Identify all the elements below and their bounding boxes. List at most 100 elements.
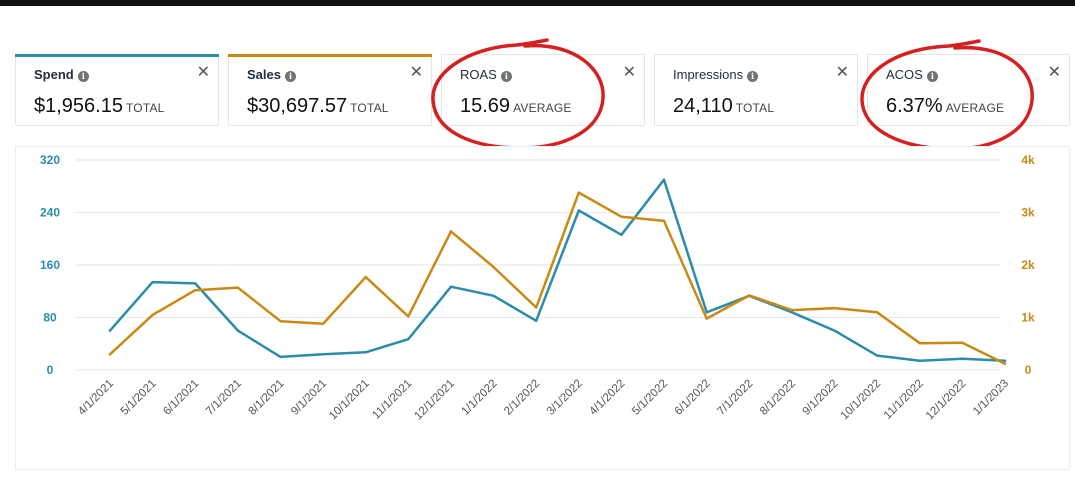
x-tick-label: 11/1/2022 — [882, 378, 926, 422]
metric-number: 24,110 — [673, 95, 733, 117]
data-point-spend — [620, 233, 623, 236]
x-tick-label: 6/1/2022 — [673, 378, 713, 418]
data-point-sales — [790, 308, 794, 312]
data-point-sales — [321, 322, 325, 325]
right-tick-label: 1k — [1021, 311, 1035, 325]
info-icon[interactable]: i — [747, 71, 759, 82]
x-tick-label: 9/1/2021 — [289, 378, 329, 418]
acos-circle-annotation — [860, 39, 1034, 151]
data-point-spend — [108, 329, 112, 332]
data-point-sales — [279, 320, 282, 323]
close-icon[interactable]: ✕ — [409, 64, 423, 81]
left-tick-label: 160 — [40, 258, 60, 272]
metric-unit: TOTAL — [735, 101, 775, 115]
data-point-spend — [705, 311, 708, 314]
dashboard: Spend i ✕ $1,956.15 TOTAL Sales i ✕ $30,697… — [0, 6, 1075, 478]
x-tick-label: 4/1/2021 — [76, 378, 116, 418]
metric-unit: TOTAL — [125, 101, 165, 115]
right-tick-label: 2k — [1021, 258, 1035, 272]
chart-panel — [15, 146, 1070, 470]
x-tick-label: 3/1/2022 — [545, 378, 585, 418]
metric-card-spend[interactable]: Spend i ✕ $1,956.15 TOTAL — [15, 54, 219, 126]
data-point-sales — [492, 265, 495, 269]
x-tick-label: 1/1/2023 — [971, 378, 1011, 418]
x-tick-label: 10/1/2022 — [839, 378, 884, 423]
left-tick-label: 80 — [43, 311, 57, 325]
right-tick-label: 3k — [1021, 206, 1035, 220]
left-tick-label: 0 — [47, 363, 54, 377]
data-point-sales — [151, 313, 154, 317]
data-point-sales — [449, 230, 453, 233]
spend-accent-line — [15, 54, 219, 57]
x-tick-label: 12/1/2022 — [924, 378, 969, 423]
data-point-spend — [535, 319, 538, 322]
data-point-spend — [407, 338, 410, 341]
series-line-spend — [108, 178, 1007, 363]
metric-number: $30,697.57 — [247, 95, 348, 117]
data-point-sales — [875, 311, 879, 314]
close-icon[interactable]: ✕ — [1047, 64, 1061, 81]
data-point-spend — [492, 294, 495, 297]
right-tick-label: 4k — [1021, 153, 1035, 167]
x-tick-label: 1/1/2022 — [460, 378, 500, 418]
x-tick-label: 5/1/2021 — [119, 378, 159, 418]
data-point-sales — [194, 289, 197, 292]
metric-card-roas[interactable]: ROAS i ✕ 15.69 AVERAGE — [441, 54, 645, 126]
info-icon[interactable]: i — [284, 71, 296, 82]
data-point-spend — [1003, 359, 1007, 362]
metric-card-impressions[interactable]: Impressions i ✕ 24,110 TOTAL — [654, 54, 858, 126]
x-tick-label: 9/1/2022 — [801, 378, 841, 418]
right-tick-label: 0 — [1025, 363, 1032, 377]
info-icon[interactable]: i — [500, 71, 512, 82]
left-tick-label: 240 — [40, 206, 60, 220]
metric-title: Spend i — [34, 67, 89, 82]
data-point-sales — [364, 275, 367, 279]
x-tick-label: 2/1/2022 — [502, 378, 542, 418]
close-icon[interactable]: ✕ — [622, 64, 636, 81]
metric-card-acos[interactable]: ACOS i ✕ 6.37% AVERAGE — [867, 54, 1070, 126]
x-tick-label: 7/1/2021 — [204, 378, 244, 418]
metric-label: ACOS — [886, 67, 923, 82]
data-point-sales — [748, 294, 751, 297]
data-point-sales — [236, 286, 240, 289]
x-tick-label: 7/1/2022 — [715, 378, 755, 418]
metric-title: Sales i — [247, 67, 296, 82]
info-icon[interactable]: i — [926, 71, 938, 82]
info-icon[interactable]: i — [77, 71, 89, 82]
data-point-sales — [662, 219, 666, 223]
data-point-spend — [151, 280, 154, 284]
metric-number: 15.69 — [460, 95, 511, 117]
data-point-sales — [108, 353, 112, 356]
metric-unit: TOTAL — [350, 101, 389, 115]
metric-value: $30,697.57 TOTAL — [247, 95, 389, 118]
data-point-sales — [705, 317, 708, 320]
x-tick-label: 5/1/2022 — [630, 378, 670, 418]
metric-unit: AVERAGE — [945, 101, 1005, 115]
series-line-sales — [108, 191, 1007, 365]
metric-label: ROAS — [460, 67, 497, 82]
metric-card-sales[interactable]: Sales i ✕ $30,697.57 TOTAL — [228, 54, 432, 126]
data-point-spend — [875, 354, 879, 357]
data-point-spend — [364, 351, 367, 354]
data-point-sales — [918, 342, 921, 345]
top-bar — [0, 0, 1075, 6]
x-tick-label: 8/1/2022 — [758, 378, 798, 418]
data-point-sales — [577, 191, 580, 194]
roas-circle-annotation — [431, 38, 605, 150]
metric-label: Impressions — [673, 67, 744, 82]
data-point-spend — [449, 285, 453, 288]
data-point-spend — [790, 311, 794, 314]
close-icon[interactable]: ✕ — [835, 64, 849, 81]
x-tick-label: 10/1/2021 — [327, 378, 372, 423]
data-point-spend — [321, 353, 325, 356]
x-tick-label: 6/1/2021 — [161, 378, 201, 418]
metric-title: ACOS i — [886, 67, 938, 82]
data-point-spend — [833, 329, 836, 332]
sales-accent-line — [228, 54, 432, 57]
data-point-spend — [279, 355, 282, 359]
data-point-sales — [535, 306, 538, 309]
x-tick-label: 12/1/2021 — [412, 378, 457, 423]
data-point-sales — [620, 215, 623, 218]
close-icon[interactable]: ✕ — [196, 64, 210, 81]
